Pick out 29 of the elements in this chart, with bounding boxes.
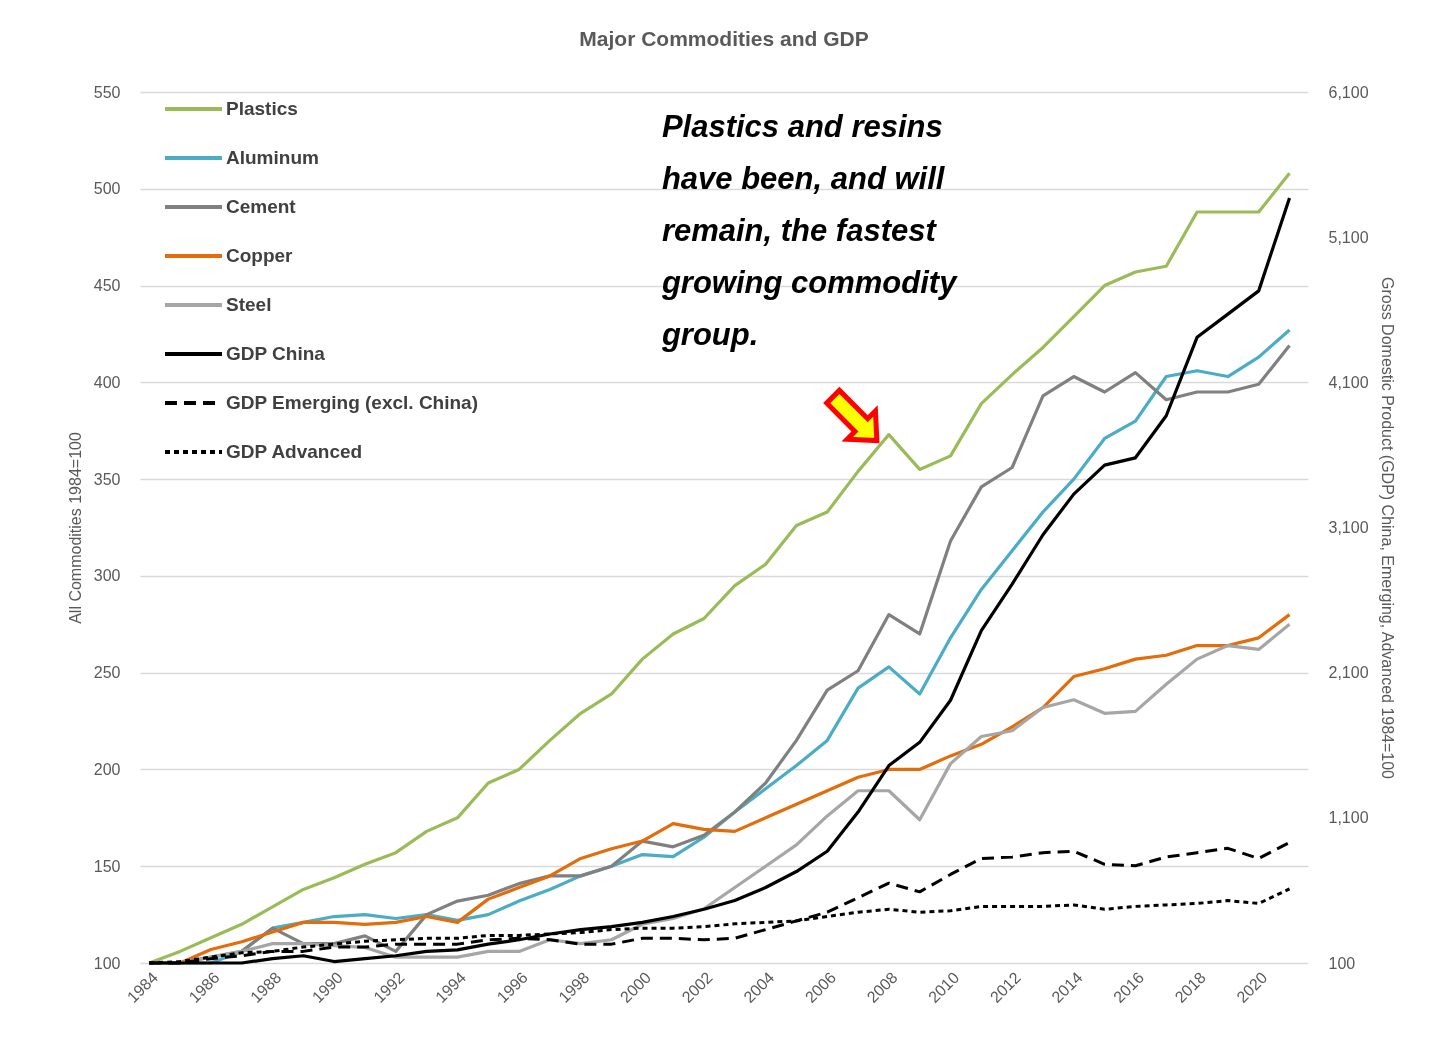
legend-label: GDP Advanced (226, 441, 363, 462)
y-tick-label: 350 (93, 470, 121, 488)
y2-axis-title: Gross Domestic Product (GDP) China, Emerging, Advanced 1984=100 (1378, 276, 1396, 780)
legend-label: GDP Emerging (excl. China) (226, 392, 478, 413)
y-tick-label: 400 (93, 373, 121, 391)
legend-label: GDP China (226, 343, 326, 364)
y2-tick-label: 1,100 (1328, 809, 1369, 827)
y2-tick-label: 6,100 (1328, 83, 1369, 101)
y2-tick-label: 3,100 (1328, 519, 1369, 536)
y2-tick-label: 100 (1328, 954, 1356, 972)
legend-label: Steel (226, 294, 272, 315)
y-tick-label: 450 (93, 277, 121, 295)
y-tick-label: 550 (93, 83, 121, 101)
y-tick-label: 500 (93, 180, 121, 198)
y-tick-label: 300 (93, 567, 121, 585)
y2-tick-label: 2,100 (1328, 664, 1369, 682)
annotation: Plastics and resins have been, and will remain, the fastest growing commodity group. (660, 108, 959, 352)
y-tick-label: 250 (93, 664, 121, 682)
legend-label: Copper (226, 245, 294, 266)
y-tick-label: 100 (93, 954, 121, 972)
y2-tick-label: 5,100 (1328, 228, 1369, 246)
legend-label: Cement (226, 196, 297, 217)
legend-label: Aluminum (226, 147, 319, 168)
y-axis-title: All Commodities 1984=100 (66, 432, 84, 624)
chart-title: Major Commodities and GDP (579, 27, 869, 50)
y2-tick-label: 4,100 (1328, 373, 1369, 391)
y-tick-label: 150 (93, 857, 121, 875)
legend-label: Plastics (226, 98, 298, 119)
y-tick-label: 200 (93, 760, 121, 778)
